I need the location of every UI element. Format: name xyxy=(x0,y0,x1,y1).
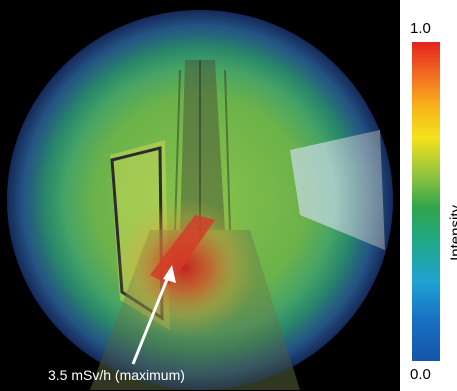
pointer-arrow xyxy=(131,271,172,365)
colorbar-max-label: 1.0 xyxy=(410,20,431,37)
arrow-head xyxy=(163,265,176,283)
intensity-colorbar xyxy=(412,42,440,361)
max-dose-annotation: 3.5 mSv/h (maximum) xyxy=(48,367,185,383)
fisheye-photo xyxy=(7,10,393,390)
colorbar-min-label: 0.0 xyxy=(410,366,431,383)
colorbar-axis-label: Intensity xyxy=(447,205,457,261)
gamma-camera-image xyxy=(0,0,400,391)
